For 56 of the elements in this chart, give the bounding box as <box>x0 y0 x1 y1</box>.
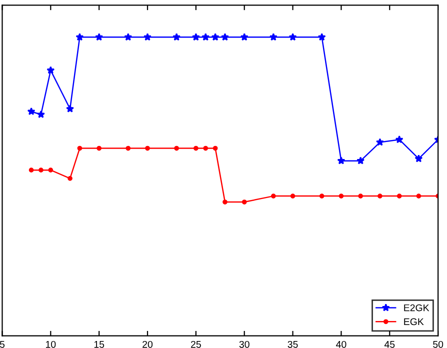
point <box>288 33 297 41</box>
point <box>76 33 84 41</box>
point <box>192 33 200 41</box>
x-tick-label: 15 <box>94 341 104 348</box>
point <box>27 107 36 116</box>
point <box>290 194 296 198</box>
x-tick-label: 45 <box>384 341 395 348</box>
point <box>220 33 229 41</box>
point <box>194 146 198 151</box>
point <box>202 33 210 41</box>
point <box>211 33 220 41</box>
point <box>48 168 54 173</box>
point <box>46 66 55 74</box>
point <box>414 154 423 162</box>
point <box>38 168 44 173</box>
point <box>338 194 344 198</box>
point <box>68 176 72 181</box>
point <box>77 146 82 151</box>
point <box>172 33 181 41</box>
x-tick-label: 50 <box>433 340 444 348</box>
point <box>174 146 179 151</box>
point <box>356 156 365 164</box>
point <box>222 200 228 204</box>
point <box>337 156 346 164</box>
x-tick-label: 40 <box>336 340 346 348</box>
point <box>28 168 34 173</box>
point <box>96 146 102 151</box>
point <box>242 200 247 204</box>
x-tick-label: 10 <box>46 340 56 348</box>
legend-label: EGK <box>404 318 424 326</box>
point <box>319 194 324 198</box>
point <box>66 104 74 112</box>
point <box>145 146 150 151</box>
legend-label: E2GK <box>404 304 430 312</box>
point <box>416 194 422 198</box>
point <box>358 194 364 198</box>
point <box>376 138 384 146</box>
x-tick-label: 25 <box>191 340 201 348</box>
point <box>124 33 132 41</box>
x-tick-label: 30 <box>239 340 250 348</box>
point <box>203 146 208 151</box>
point <box>396 194 402 198</box>
point <box>36 110 45 118</box>
x-tick-label: 20 <box>142 340 153 348</box>
point <box>212 146 218 151</box>
point <box>395 135 404 144</box>
point <box>95 33 104 41</box>
point <box>240 33 248 41</box>
point <box>270 194 276 198</box>
x-tick-label: 5 <box>0 341 5 348</box>
point <box>126 146 131 151</box>
x-tick-label: 35 <box>288 340 298 348</box>
point <box>318 33 326 41</box>
point <box>144 33 152 41</box>
point <box>378 194 382 198</box>
point <box>269 33 278 41</box>
